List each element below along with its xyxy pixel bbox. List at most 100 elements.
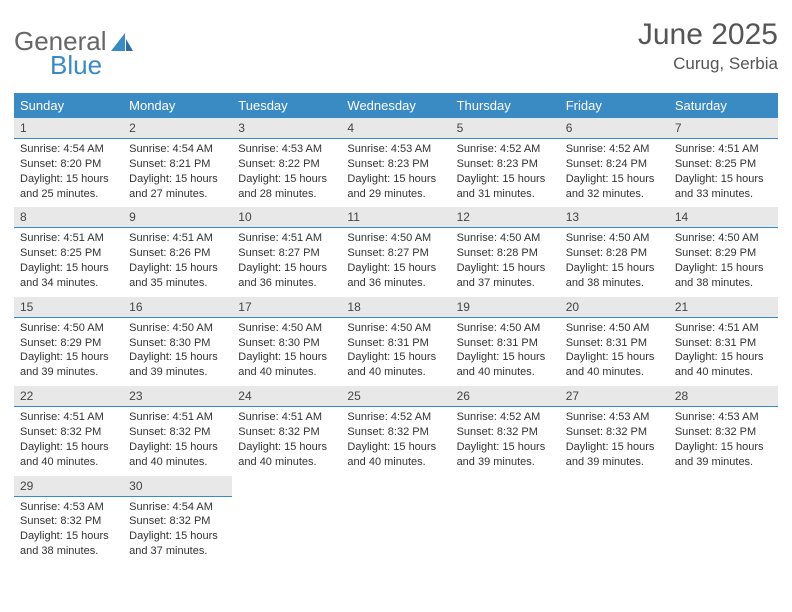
calendar-cell: 12Sunrise: 4:50 AMSunset: 8:28 PMDayligh… xyxy=(451,207,560,296)
day-info: Sunrise: 4:54 AMSunset: 8:21 PMDaylight:… xyxy=(123,139,232,207)
day-number: 3 xyxy=(232,118,341,139)
calendar-cell: 14Sunrise: 4:50 AMSunset: 8:29 PMDayligh… xyxy=(669,207,778,296)
calendar-cell: 11Sunrise: 4:50 AMSunset: 8:27 PMDayligh… xyxy=(341,207,450,296)
day-number: 19 xyxy=(451,297,560,318)
calendar-cell: 29Sunrise: 4:53 AMSunset: 8:32 PMDayligh… xyxy=(14,476,123,565)
weekday-thu: Thursday xyxy=(451,93,560,118)
day-number: 9 xyxy=(123,207,232,228)
day-number: 5 xyxy=(451,118,560,139)
calendar-cell: 9Sunrise: 4:51 AMSunset: 8:26 PMDaylight… xyxy=(123,207,232,296)
calendar-cell: 24Sunrise: 4:51 AMSunset: 8:32 PMDayligh… xyxy=(232,386,341,475)
day-number: 27 xyxy=(560,386,669,407)
calendar-cell: 6Sunrise: 4:52 AMSunset: 8:24 PMDaylight… xyxy=(560,118,669,207)
day-number: 4 xyxy=(341,118,450,139)
logo-word-blue: Blue xyxy=(50,50,778,81)
weekday-mon: Monday xyxy=(123,93,232,118)
day-info: Sunrise: 4:50 AMSunset: 8:31 PMDaylight:… xyxy=(451,318,560,386)
day-number: 21 xyxy=(669,297,778,318)
day-number: 12 xyxy=(451,207,560,228)
calendar-row: 29Sunrise: 4:53 AMSunset: 8:32 PMDayligh… xyxy=(14,476,778,565)
weekday-sun: Sunday xyxy=(14,93,123,118)
calendar-cell: 21Sunrise: 4:51 AMSunset: 8:31 PMDayligh… xyxy=(669,297,778,386)
day-number: 14 xyxy=(669,207,778,228)
weekday-sat: Saturday xyxy=(669,93,778,118)
calendar-cell: 2Sunrise: 4:54 AMSunset: 8:21 PMDaylight… xyxy=(123,118,232,207)
day-number: 1 xyxy=(14,118,123,139)
calendar-cell-empty xyxy=(341,476,450,565)
day-info: Sunrise: 4:51 AMSunset: 8:26 PMDaylight:… xyxy=(123,228,232,296)
day-info: Sunrise: 4:50 AMSunset: 8:30 PMDaylight:… xyxy=(123,318,232,386)
day-info: Sunrise: 4:52 AMSunset: 8:32 PMDaylight:… xyxy=(451,407,560,475)
day-info: Sunrise: 4:52 AMSunset: 8:23 PMDaylight:… xyxy=(451,139,560,207)
day-number: 26 xyxy=(451,386,560,407)
day-info: Sunrise: 4:50 AMSunset: 8:28 PMDaylight:… xyxy=(560,228,669,296)
day-info: Sunrise: 4:50 AMSunset: 8:29 PMDaylight:… xyxy=(669,228,778,296)
day-info: Sunrise: 4:50 AMSunset: 8:27 PMDaylight:… xyxy=(341,228,450,296)
day-number: 17 xyxy=(232,297,341,318)
calendar-cell: 28Sunrise: 4:53 AMSunset: 8:32 PMDayligh… xyxy=(669,386,778,475)
day-info: Sunrise: 4:53 AMSunset: 8:32 PMDaylight:… xyxy=(560,407,669,475)
calendar-cell: 20Sunrise: 4:50 AMSunset: 8:31 PMDayligh… xyxy=(560,297,669,386)
calendar-cell: 1Sunrise: 4:54 AMSunset: 8:20 PMDaylight… xyxy=(14,118,123,207)
day-info: Sunrise: 4:51 AMSunset: 8:27 PMDaylight:… xyxy=(232,228,341,296)
calendar-cell: 22Sunrise: 4:51 AMSunset: 8:32 PMDayligh… xyxy=(14,386,123,475)
weekday-tue: Tuesday xyxy=(232,93,341,118)
calendar-cell: 4Sunrise: 4:53 AMSunset: 8:23 PMDaylight… xyxy=(341,118,450,207)
day-number: 6 xyxy=(560,118,669,139)
calendar-cell: 13Sunrise: 4:50 AMSunset: 8:28 PMDayligh… xyxy=(560,207,669,296)
calendar-cell: 15Sunrise: 4:50 AMSunset: 8:29 PMDayligh… xyxy=(14,297,123,386)
calendar-cell: 3Sunrise: 4:53 AMSunset: 8:22 PMDaylight… xyxy=(232,118,341,207)
day-number: 10 xyxy=(232,207,341,228)
calendar-row: 15Sunrise: 4:50 AMSunset: 8:29 PMDayligh… xyxy=(14,297,778,386)
day-number: 8 xyxy=(14,207,123,228)
calendar-row: 1Sunrise: 4:54 AMSunset: 8:20 PMDaylight… xyxy=(14,118,778,207)
day-info: Sunrise: 4:50 AMSunset: 8:28 PMDaylight:… xyxy=(451,228,560,296)
calendar-cell: 10Sunrise: 4:51 AMSunset: 8:27 PMDayligh… xyxy=(232,207,341,296)
day-info: Sunrise: 4:51 AMSunset: 8:32 PMDaylight:… xyxy=(123,407,232,475)
day-info: Sunrise: 4:54 AMSunset: 8:32 PMDaylight:… xyxy=(123,497,232,565)
calendar-cell: 18Sunrise: 4:50 AMSunset: 8:31 PMDayligh… xyxy=(341,297,450,386)
calendar-cell: 30Sunrise: 4:54 AMSunset: 8:32 PMDayligh… xyxy=(123,476,232,565)
calendar-cell: 25Sunrise: 4:52 AMSunset: 8:32 PMDayligh… xyxy=(341,386,450,475)
day-number: 30 xyxy=(123,476,232,497)
calendar-cell: 27Sunrise: 4:53 AMSunset: 8:32 PMDayligh… xyxy=(560,386,669,475)
calendar-cell: 16Sunrise: 4:50 AMSunset: 8:30 PMDayligh… xyxy=(123,297,232,386)
day-info: Sunrise: 4:50 AMSunset: 8:30 PMDaylight:… xyxy=(232,318,341,386)
calendar-cell: 17Sunrise: 4:50 AMSunset: 8:30 PMDayligh… xyxy=(232,297,341,386)
day-number: 25 xyxy=(341,386,450,407)
day-info: Sunrise: 4:53 AMSunset: 8:32 PMDaylight:… xyxy=(14,497,123,565)
day-number: 7 xyxy=(669,118,778,139)
calendar-cell-empty xyxy=(669,476,778,565)
calendar-cell-empty xyxy=(560,476,669,565)
day-info: Sunrise: 4:52 AMSunset: 8:24 PMDaylight:… xyxy=(560,139,669,207)
day-number: 20 xyxy=(560,297,669,318)
day-number: 23 xyxy=(123,386,232,407)
day-info: Sunrise: 4:51 AMSunset: 8:25 PMDaylight:… xyxy=(669,139,778,207)
day-info: Sunrise: 4:51 AMSunset: 8:25 PMDaylight:… xyxy=(14,228,123,296)
day-number: 29 xyxy=(14,476,123,497)
day-number: 16 xyxy=(123,297,232,318)
day-info: Sunrise: 4:50 AMSunset: 8:31 PMDaylight:… xyxy=(341,318,450,386)
weekday-wed: Wednesday xyxy=(341,93,450,118)
day-number: 24 xyxy=(232,386,341,407)
day-number: 2 xyxy=(123,118,232,139)
day-number: 11 xyxy=(341,207,450,228)
day-info: Sunrise: 4:53 AMSunset: 8:23 PMDaylight:… xyxy=(341,139,450,207)
day-number: 15 xyxy=(14,297,123,318)
day-info: Sunrise: 4:53 AMSunset: 8:22 PMDaylight:… xyxy=(232,139,341,207)
weekday-fri: Friday xyxy=(560,93,669,118)
calendar-cell-empty xyxy=(232,476,341,565)
calendar-row: 8Sunrise: 4:51 AMSunset: 8:25 PMDaylight… xyxy=(14,207,778,296)
day-info: Sunrise: 4:51 AMSunset: 8:32 PMDaylight:… xyxy=(14,407,123,475)
calendar-row: 22Sunrise: 4:51 AMSunset: 8:32 PMDayligh… xyxy=(14,386,778,475)
calendar-cell: 23Sunrise: 4:51 AMSunset: 8:32 PMDayligh… xyxy=(123,386,232,475)
day-number: 13 xyxy=(560,207,669,228)
weekday-header-row: Sunday Monday Tuesday Wednesday Thursday… xyxy=(14,93,778,118)
day-info: Sunrise: 4:53 AMSunset: 8:32 PMDaylight:… xyxy=(669,407,778,475)
calendar-cell: 8Sunrise: 4:51 AMSunset: 8:25 PMDaylight… xyxy=(14,207,123,296)
day-info: Sunrise: 4:50 AMSunset: 8:31 PMDaylight:… xyxy=(560,318,669,386)
month-title: June 2025 xyxy=(638,18,778,52)
day-number: 18 xyxy=(341,297,450,318)
day-info: Sunrise: 4:51 AMSunset: 8:32 PMDaylight:… xyxy=(232,407,341,475)
calendar-cell: 5Sunrise: 4:52 AMSunset: 8:23 PMDaylight… xyxy=(451,118,560,207)
